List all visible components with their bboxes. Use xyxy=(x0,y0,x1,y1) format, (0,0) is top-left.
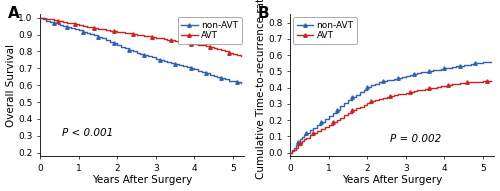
Y-axis label: Cumulative Time-to-recurrence rate: Cumulative Time-to-recurrence rate xyxy=(256,0,266,179)
Text: P < 0.001: P < 0.001 xyxy=(62,128,113,138)
X-axis label: Years After Surgery: Years After Surgery xyxy=(92,176,192,185)
Text: A: A xyxy=(8,6,20,21)
Y-axis label: Overall Survival: Overall Survival xyxy=(6,44,16,127)
X-axis label: Years After Surgery: Years After Surgery xyxy=(342,176,442,185)
Text: B: B xyxy=(258,6,270,21)
Text: P = 0.002: P = 0.002 xyxy=(390,134,442,144)
Legend: non-AVT, AVT: non-AVT, AVT xyxy=(293,17,357,44)
Legend: non-AVT, AVT: non-AVT, AVT xyxy=(178,17,242,44)
